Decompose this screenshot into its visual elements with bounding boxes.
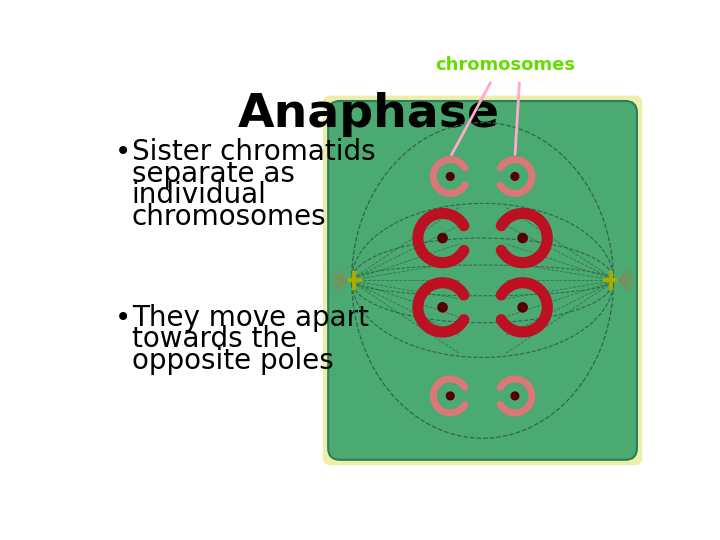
FancyBboxPatch shape (323, 96, 642, 465)
Circle shape (438, 233, 447, 242)
Circle shape (446, 173, 454, 180)
Circle shape (511, 173, 519, 180)
Text: Anaphase: Anaphase (238, 92, 500, 137)
Text: Sister chromatids: Sister chromatids (132, 138, 375, 166)
Text: They move apart: They move apart (132, 303, 369, 332)
Circle shape (446, 392, 454, 400)
Text: separate as: separate as (132, 159, 294, 187)
Circle shape (511, 392, 519, 400)
Text: chromosomes: chromosomes (132, 202, 326, 231)
FancyBboxPatch shape (328, 101, 637, 460)
Text: towards the: towards the (132, 325, 297, 353)
Text: opposite poles: opposite poles (132, 347, 333, 375)
Circle shape (518, 303, 527, 312)
Text: •: • (115, 303, 131, 332)
Circle shape (518, 233, 527, 242)
Text: •: • (115, 138, 131, 166)
Circle shape (438, 303, 447, 312)
Text: chromosomes: chromosomes (436, 56, 576, 74)
Text: individual: individual (132, 181, 266, 209)
